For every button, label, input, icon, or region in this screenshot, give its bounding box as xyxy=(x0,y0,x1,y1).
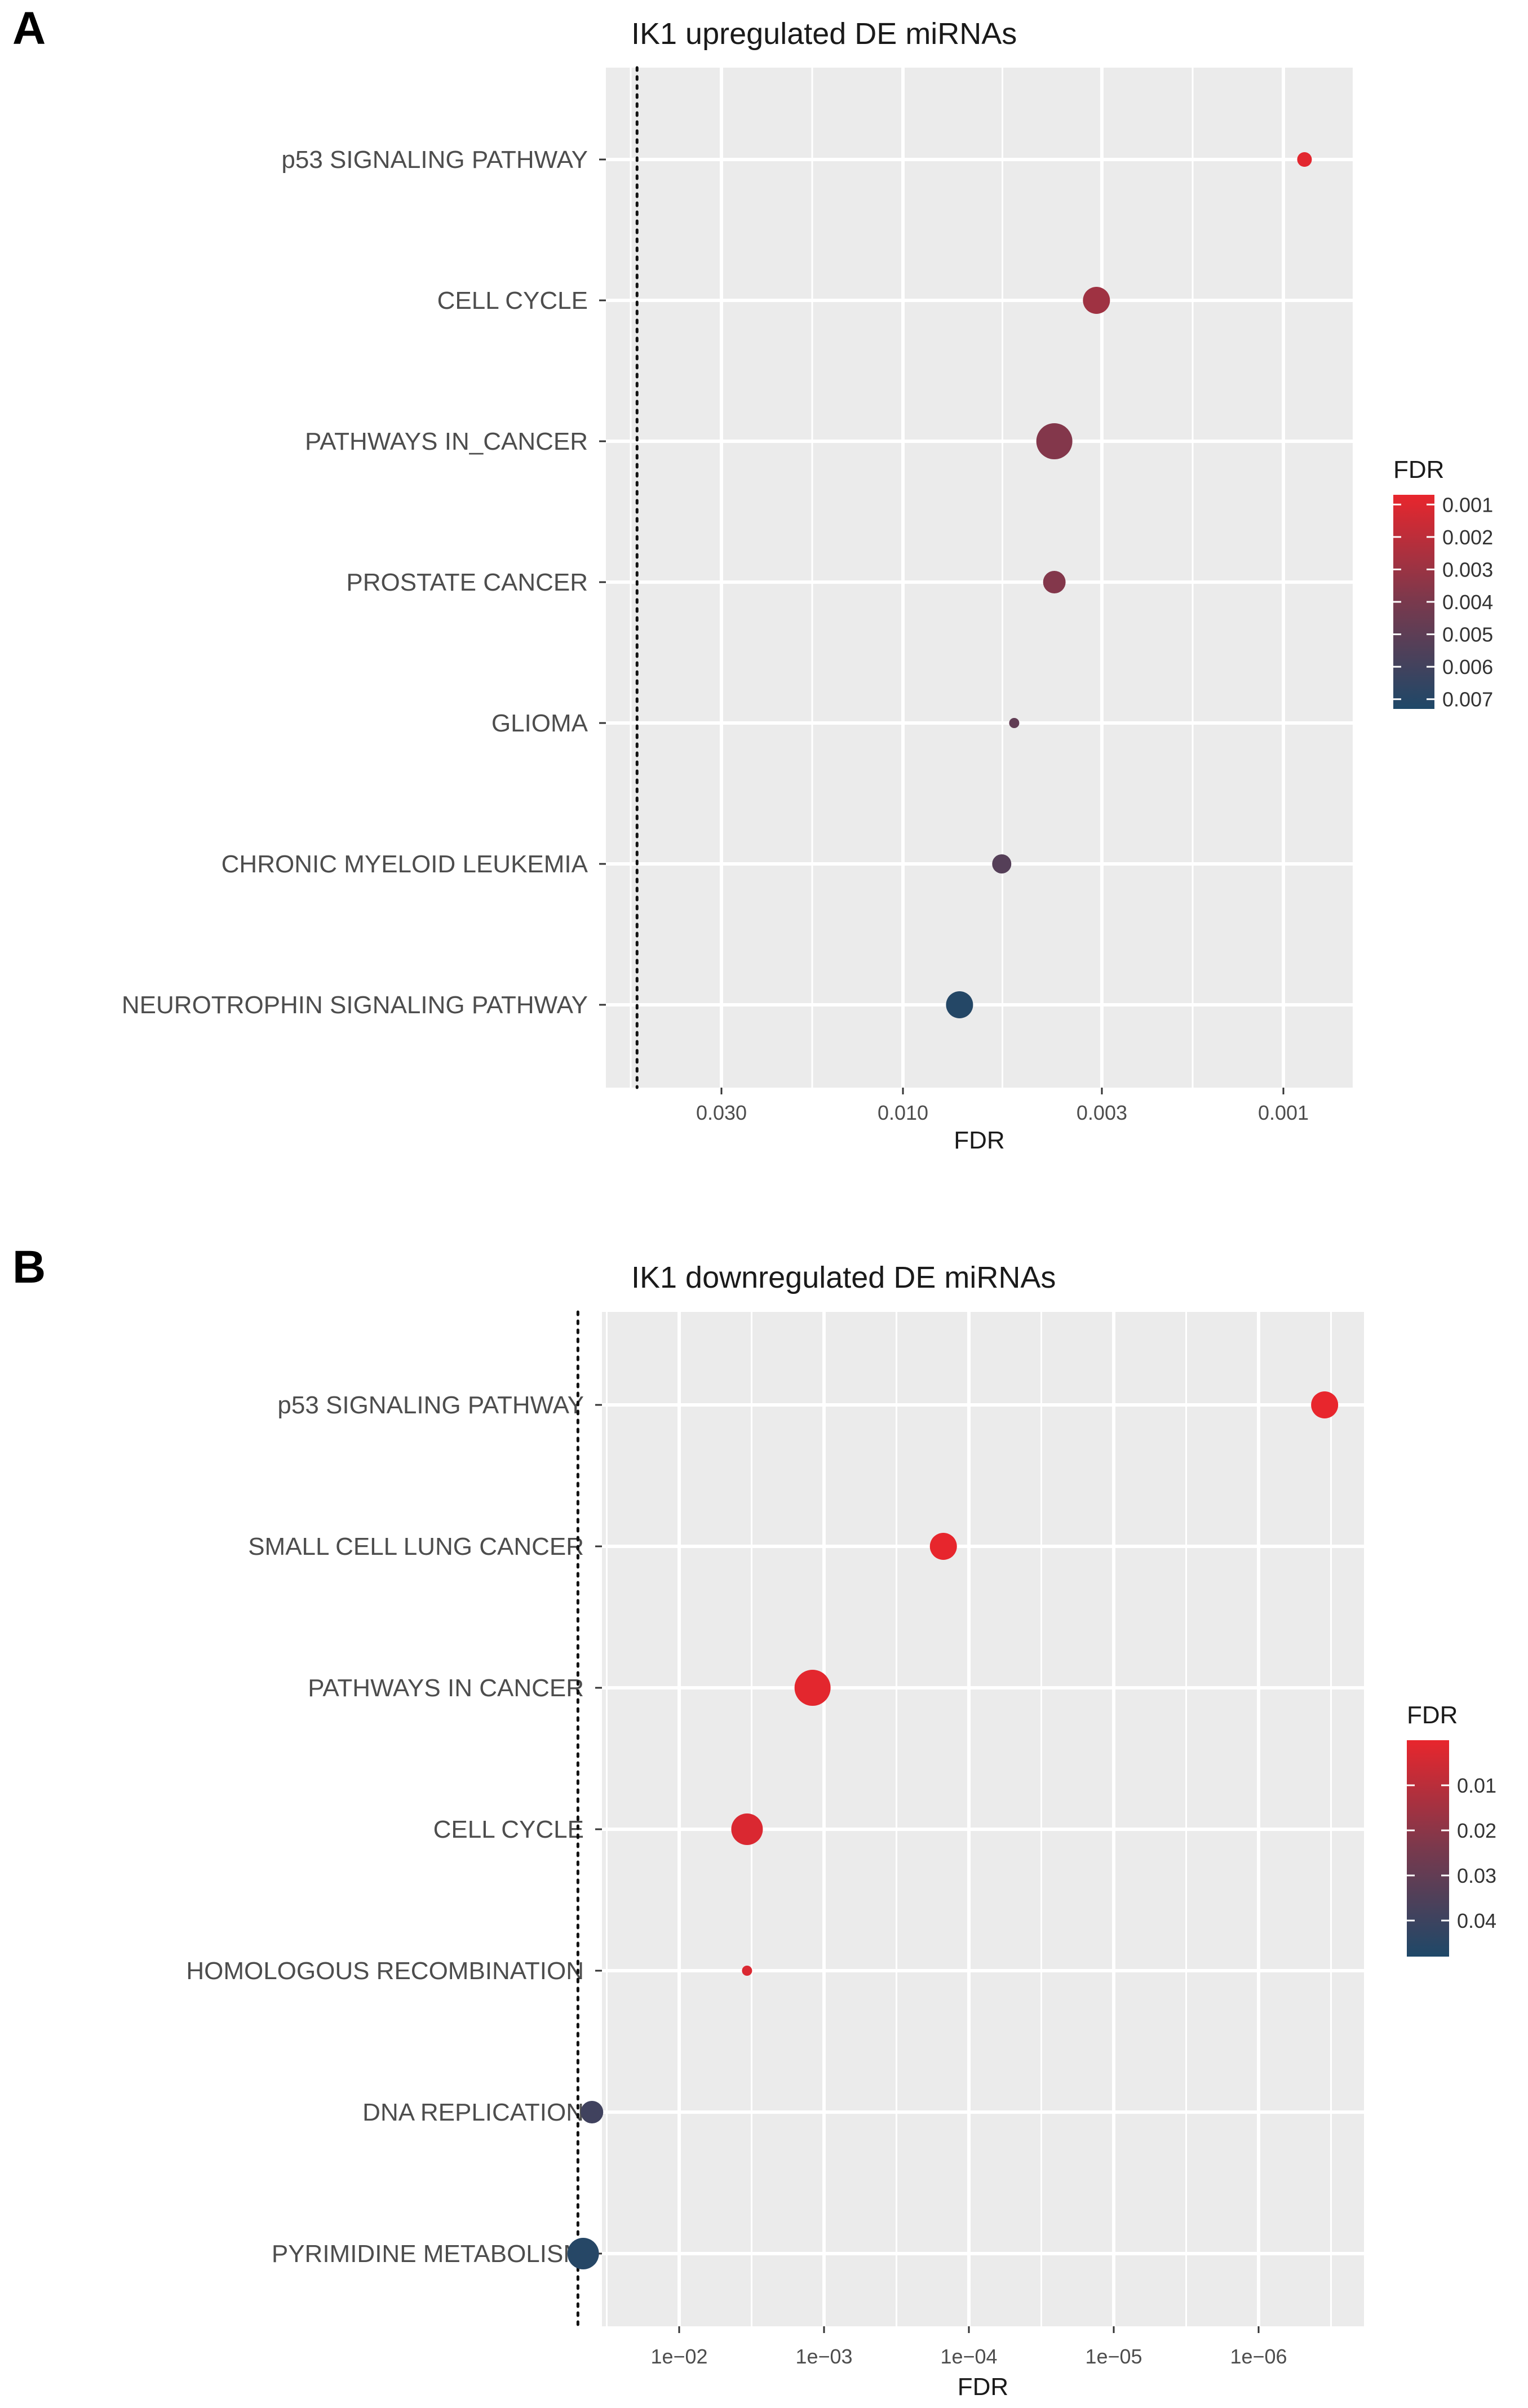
legend-label: 0.004 xyxy=(1442,591,1493,614)
y-category-label: HOMOLOGOUS RECOMBINATION xyxy=(186,1957,584,1985)
x-tick-label: 0.010 xyxy=(878,1101,928,1124)
legend-label: 0.005 xyxy=(1442,623,1493,646)
y-category-label: PYRIMIDINE METABOLISM xyxy=(272,2240,584,2268)
y-category-label: CHRONIC MYELOID LEUKEMIA xyxy=(222,850,588,878)
legend-label: 0.02 xyxy=(1457,1819,1496,1842)
data-point[interactable] xyxy=(794,1670,831,1706)
x-tick-label: 1e−05 xyxy=(1085,2345,1142,2368)
data-point[interactable] xyxy=(1036,423,1073,459)
legend-label: 0.001 xyxy=(1442,493,1493,516)
plot-background xyxy=(606,68,1353,1088)
legend-label: 0.007 xyxy=(1442,688,1493,711)
y-category-label: GLIOMA xyxy=(491,709,588,737)
plot-background xyxy=(602,1312,1364,2326)
data-point[interactable] xyxy=(1043,571,1066,593)
panel-b: B IK1 downregulated DE miRNAs 1e−02 1e−03 1e… xyxy=(12,1241,1496,2401)
x-tick-label: 0.001 xyxy=(1258,1101,1309,1124)
legend-label: 0.03 xyxy=(1457,1864,1496,1887)
legend-label: 0.006 xyxy=(1442,655,1493,679)
data-point[interactable] xyxy=(992,854,1012,873)
x-tick-label: 0.030 xyxy=(696,1101,747,1124)
chart-title: IK1 downregulated DE miRNAs xyxy=(631,1261,1056,1294)
x-tick-label: 1e−04 xyxy=(940,2345,997,2368)
data-point[interactable] xyxy=(1083,287,1110,314)
y-category-label: PROSTATE CANCER xyxy=(346,569,588,596)
data-point[interactable] xyxy=(742,1966,752,1976)
legend-colorbar xyxy=(1407,1740,1449,1957)
y-category-label: p53 SIGNALING PATHWAY xyxy=(281,146,588,174)
data-point[interactable] xyxy=(929,1533,957,1560)
data-point[interactable] xyxy=(581,2101,604,2123)
y-category-label: DNA REPLICATION xyxy=(362,2099,584,2126)
legend-label: 0.01 xyxy=(1457,1774,1496,1797)
y-category-label: CELL CYCLE xyxy=(433,1816,584,1843)
data-point[interactable] xyxy=(946,991,973,1018)
x-tick-label: 1e−03 xyxy=(795,2345,852,2368)
panel-a: A IK1 upregulated DE miRNAs 0.030 0.010 0.00… xyxy=(12,3,1493,1154)
x-tick-label: 1e−06 xyxy=(1230,2345,1287,2368)
data-point[interactable] xyxy=(1297,152,1312,167)
data-point[interactable] xyxy=(567,2238,599,2269)
y-category-label: NEUROTROPHIN SIGNALING PATHWAY xyxy=(122,991,588,1019)
legend-label: 0.002 xyxy=(1442,526,1493,549)
legend-title: FDR xyxy=(1407,1701,1458,1729)
chart-title: IK1 upregulated DE miRNAs xyxy=(631,17,1017,51)
panel-label: A xyxy=(12,3,46,54)
y-category-label: CELL CYCLE xyxy=(437,287,588,314)
x-axis-label: FDR xyxy=(954,1127,1004,1154)
data-point[interactable] xyxy=(1311,1391,1339,1418)
x-tick-label: 1e−02 xyxy=(650,2345,707,2368)
legend-title: FDR xyxy=(1393,456,1444,484)
y-category-label: SMALL CELL LUNG CANCER xyxy=(248,1533,584,1560)
legend-label: 0.003 xyxy=(1442,558,1493,581)
x-axis-label: FDR xyxy=(958,2373,1008,2401)
data-point[interactable] xyxy=(1009,718,1020,728)
y-category-label: PATHWAYS IN_CANCER xyxy=(305,428,588,455)
panel-label: B xyxy=(12,1241,46,1293)
legend-label: 0.04 xyxy=(1457,1909,1496,1932)
y-category-label: PATHWAYS IN CANCER xyxy=(308,1674,584,1702)
y-category-label: p53 SIGNALING PATHWAY xyxy=(277,1391,584,1419)
data-point[interactable] xyxy=(731,1813,763,1845)
x-tick-label: 0.003 xyxy=(1077,1101,1127,1124)
